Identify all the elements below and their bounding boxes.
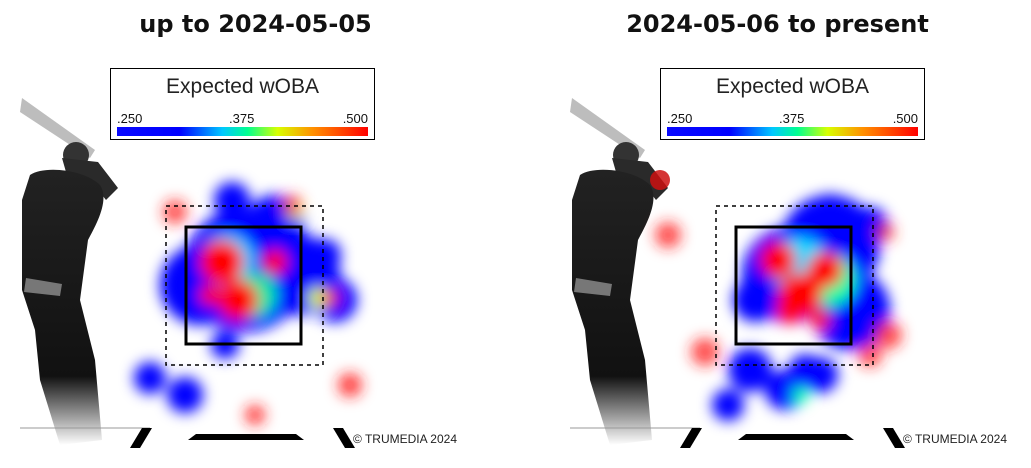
- batter-silhouette: [570, 98, 670, 445]
- heatmap-density: [134, 182, 362, 425]
- shadow-zone: [165, 205, 324, 366]
- legend-color-bar: [667, 127, 918, 136]
- home-plate-area: [570, 427, 905, 448]
- heatmap-plot: [570, 98, 905, 448]
- legend-ticks: .250 .375 .500: [117, 111, 368, 126]
- chart-title: up to 2024-05-05: [139, 10, 372, 38]
- chart-panel-left: up to 2024-05-05: [0, 0, 515, 468]
- batter-silhouette: [20, 98, 118, 445]
- legend-tick-low: .250: [667, 111, 693, 126]
- legend-title: Expected wOBA: [716, 75, 869, 98]
- home-plate-area: [20, 427, 355, 448]
- chart-title: 2024-05-06 to present: [626, 10, 929, 38]
- legend-ticks: .250 .375 .500: [667, 111, 918, 126]
- legend-tick-low: .250: [117, 111, 143, 126]
- chart-panel-right: 2024-05-06 to present: [550, 0, 1031, 468]
- legend-tick-mid: .375: [229, 111, 255, 126]
- legend-tick-mid: .375: [779, 111, 805, 126]
- color-legend: Expected wOBA .250 .375 .500: [110, 68, 375, 140]
- legend-color-bar: [117, 127, 368, 136]
- shadow-zone: [715, 205, 874, 366]
- legend-tick-high: .500: [342, 111, 368, 126]
- legend-title: Expected wOBA: [166, 75, 319, 98]
- copyright-text: © TRUMEDIA 2024: [353, 432, 457, 446]
- legend-tick-high: .500: [892, 111, 918, 126]
- copyright-text: © TRUMEDIA 2024: [903, 432, 1007, 446]
- color-legend: Expected wOBA .250 .375 .500: [660, 68, 925, 140]
- strike-zone: [734, 225, 853, 346]
- strike-zone: [184, 225, 303, 346]
- heatmap-plot: [20, 98, 362, 448]
